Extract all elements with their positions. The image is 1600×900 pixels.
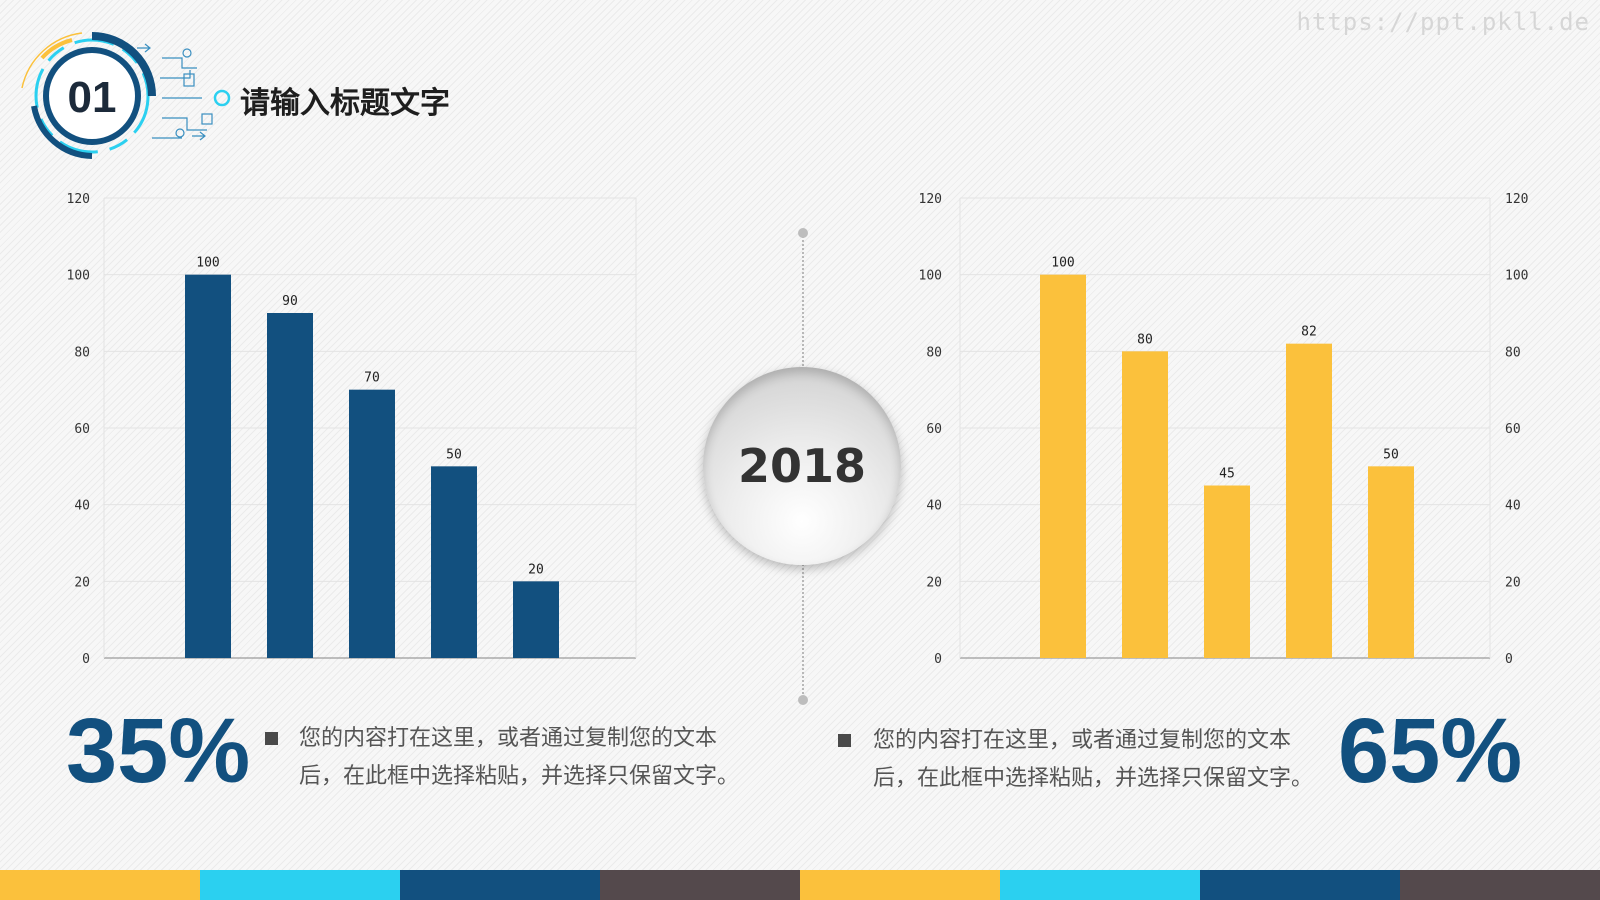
chart1-left-tick-5: 100	[919, 269, 942, 284]
year-label: 2018	[737, 439, 867, 493]
chart1-bar-0	[1040, 274, 1086, 658]
chart1-bar-2	[1204, 485, 1250, 658]
chart1-right-tick-0: 0	[1505, 652, 1513, 667]
chart1-left-tick-3: 60	[926, 422, 942, 437]
chart0-bar-1	[267, 313, 313, 658]
left-description-line1: 您的内容打在这里，或者通过复制您的文本	[299, 726, 718, 751]
chart0-bar-4	[513, 581, 559, 658]
badge-arc	[91, 32, 156, 97]
badge-disc	[43, 47, 141, 145]
chart0-left-tick-6: 120	[67, 192, 90, 207]
chart0-data-label-0: 100	[196, 256, 219, 271]
chart0-bar-2	[349, 389, 395, 658]
chart1-data-label-4: 50	[1383, 447, 1399, 462]
bottom-bar-segment-1	[200, 870, 400, 900]
right-bar-chart: 0 0 20 20 40 40 60 60 80 80 100 100 120 120 100 80 45 82 5…	[919, 192, 1529, 667]
chart1-right-tick-3: 60	[1505, 422, 1521, 437]
bottom-bar-segment-5	[1000, 870, 1200, 900]
right-description-line2: 后，在此框中选择粘贴，并选择只保留文字。	[873, 766, 1314, 791]
right-description: 您的内容打在这里，或者通过复制您的文本 后，在此框中选择粘贴，并选择只保留文字。	[873, 722, 1313, 798]
chart1-bar-1	[1122, 351, 1168, 658]
left-bullet-icon	[265, 732, 278, 745]
chart0-left-tick-5: 100	[67, 269, 90, 284]
chart1-data-label-1: 80	[1137, 332, 1153, 347]
chart0-left-tick-2: 40	[74, 499, 90, 514]
chart1-bar-4	[1368, 466, 1414, 658]
right-bullet-icon	[838, 734, 851, 747]
left-percent: 35%	[66, 700, 251, 802]
chart1-left-tick-2: 40	[926, 499, 942, 514]
chart1-data-label-3: 82	[1301, 325, 1317, 340]
chart1-right-tick-2: 40	[1505, 499, 1521, 514]
chart0-left-tick-1: 20	[74, 575, 90, 590]
chart1-right-tick-6: 120	[1505, 192, 1528, 207]
circuit-decoration-icon	[21, 32, 231, 141]
chart0-bar-3	[431, 466, 477, 658]
chart0-data-label-3: 50	[446, 447, 462, 462]
bottom-bar-segment-4	[800, 870, 1000, 900]
section-badge: 01	[21, 32, 231, 159]
left-description-line2: 后，在此框中选择粘贴，并选择只保留文字。	[299, 764, 740, 789]
chart1-bar-3	[1286, 343, 1332, 658]
chart0-data-label-1: 90	[282, 294, 298, 309]
page-title: 请输入标题文字	[240, 86, 450, 121]
watermark-text: https://ppt.pkll.de	[1296, 8, 1590, 36]
bottom-bar-segment-6	[1200, 870, 1400, 900]
left-bar-chart: 0 20 40 60 80 100 120 100 90 70 50 20	[67, 192, 637, 667]
bottom-bar-segment-2	[400, 870, 600, 900]
divider-top-dot	[798, 228, 808, 238]
chart0-left-tick-4: 80	[74, 345, 90, 360]
chart0-data-label-2: 70	[364, 371, 380, 386]
chart1-left-tick-1: 20	[926, 575, 942, 590]
year-circle: 2018	[703, 367, 901, 565]
chart0-bar-0	[185, 274, 231, 658]
divider-bottom-dot	[798, 695, 808, 705]
chart1-data-label-0: 100	[1051, 256, 1074, 271]
bottom-bar-segment-7	[1400, 870, 1600, 900]
chart0-data-label-4: 20	[528, 562, 544, 577]
bottom-color-bar	[0, 870, 1600, 900]
chart1-left-tick-4: 80	[926, 345, 942, 360]
chart1-right-tick-5: 100	[1505, 269, 1528, 284]
bottom-bar-segment-0	[0, 870, 200, 900]
chart1-left-tick-0: 0	[934, 652, 942, 667]
left-description: 您的内容打在这里，或者通过复制您的文本 后，在此框中选择粘贴，并选择只保留文字。	[299, 720, 739, 796]
section-number: 01	[68, 73, 117, 122]
chart1-data-label-2: 45	[1219, 467, 1235, 482]
right-description-line1: 您的内容打在这里，或者通过复制您的文本	[873, 728, 1292, 753]
chart1-right-tick-1: 20	[1505, 575, 1521, 590]
bottom-bar-segment-3	[600, 870, 800, 900]
chart0-left-tick-0: 0	[82, 652, 90, 667]
chart1-left-tick-6: 120	[919, 192, 942, 207]
right-percent: 65%	[1338, 700, 1523, 802]
chart0-left-tick-3: 60	[74, 422, 90, 437]
chart1-right-tick-4: 80	[1505, 345, 1521, 360]
